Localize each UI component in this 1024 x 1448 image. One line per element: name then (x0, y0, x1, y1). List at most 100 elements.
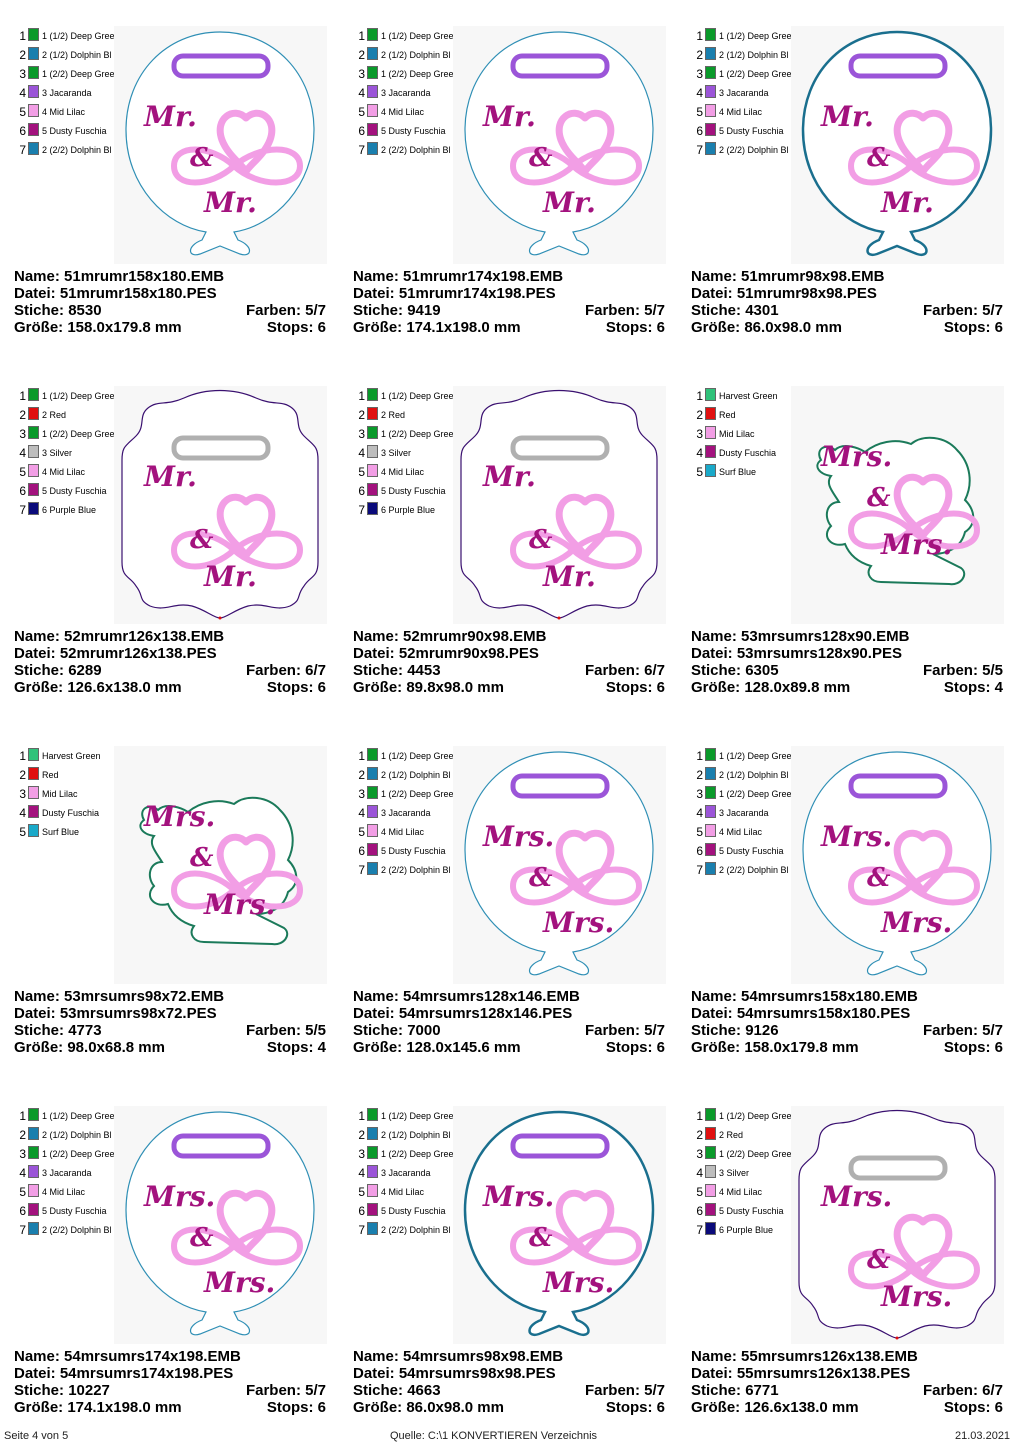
color-swatch (367, 767, 378, 780)
info-stops: 4 (317, 1039, 326, 1056)
info-line: Stiche: 8530 Farben: 5/7 (14, 302, 326, 319)
color-swatch (705, 1222, 716, 1235)
color-thread-name: Dusty Fuschia (719, 448, 777, 458)
color-legend: 1 1 (1/2) Deep Gree 2 2 (1/2) Dolphin Bl 3 1 … (695, 28, 805, 161)
info-label: Stiche: (353, 1382, 408, 1399)
info-label: Farben: (584, 1022, 645, 1039)
design-info: Name: 51mrumr174x198.EMB Datei: 51mrumr17… (353, 268, 665, 336)
design-ampersand: & (867, 483, 891, 513)
color-swatch (367, 1165, 378, 1178)
info-colors-group: Farben: 5/7 (585, 302, 665, 319)
info-line: Stiche: 4453 Farben: 6/7 (353, 662, 665, 679)
color-swatch (705, 1127, 716, 1140)
heart-shape (555, 1189, 615, 1256)
hanging-tab (848, 53, 948, 79)
info-colors-group: Farben: 5/7 (923, 302, 1003, 319)
color-swatch (705, 1146, 716, 1159)
color-legend-item: 7 2 (2/2) Dolphin Bl (18, 142, 128, 161)
design-text-bottom: Mr. (880, 186, 934, 219)
info-line: Stiche: 6771 Farben: 6/7 (691, 1382, 1003, 1399)
infinity-shape (509, 1226, 643, 1266)
color-index: 2 (19, 48, 26, 62)
color-legend: 1 1 (1/2) Deep Gree 2 2 (1/2) Dolphin Bl 3 1 … (357, 1108, 467, 1241)
color-legend-item: 5 4 Mid Lilac (18, 464, 128, 483)
color-legend-item: 3 1 (2/2) Deep Gree (695, 66, 805, 85)
design-text-top: Mrs. (482, 1180, 554, 1213)
color-legend-item: 7 2 (2/2) Dolphin Bl (357, 862, 467, 881)
info-stitches: 8530 (68, 302, 102, 319)
color-index: 7 (696, 863, 703, 877)
color-thread-name: 1 (2/2) Deep Gree (42, 429, 115, 439)
color-thread-name: 1 (2/2) Deep Gree (719, 69, 792, 79)
design-info: Name: 54mrsumrs98x98.EMB Datei: 54mrsumrs… (353, 1348, 665, 1416)
color-legend-item: 1 1 (1/2) Deep Gree (18, 28, 128, 47)
embroidery-preview-svg: Mr. & Mr. (801, 30, 993, 257)
design-card: 1 1 (1/2) Deep Gree 2 2 (1/2) Dolphin Bl 3 1 … (691, 26, 1011, 366)
color-index: 6 (696, 124, 703, 138)
color-legend-item: 3 1 (2/2) Deep Gree (695, 1146, 805, 1165)
info-line: Name: 51mrumr98x98.EMB (691, 268, 1003, 285)
design-preview: Mrs. & Mrs. (453, 1106, 666, 1344)
design-info: Name: 53mrsumrs128x90.EMB Datei: 53mrsumr… (691, 628, 1003, 696)
color-legend-item: 1 1 (1/2) Deep Gree (357, 388, 467, 407)
info-line: Größe: 89.8x98.0 mm Stops: 6 (353, 679, 665, 696)
color-thread-name: 3 Silver (381, 448, 412, 458)
design-ampersand: & (867, 863, 891, 893)
color-index: 1 (19, 749, 26, 763)
design-ampersand: & (867, 143, 891, 173)
color-thread-name: 2 Red (719, 1130, 744, 1140)
design-text-bottom: Mrs. (880, 906, 952, 939)
color-legend-item: 7 2 (2/2) Dolphin Bl (18, 1222, 128, 1241)
info-label: Größe: (691, 1039, 745, 1056)
color-legend-item: 4 3 Jacaranda (18, 85, 128, 104)
color-index: 6 (696, 1204, 703, 1218)
color-index: 4 (358, 446, 365, 460)
info-size: 89.8x98.0 mm (406, 679, 504, 696)
design-preview: Mr. & Mr. (453, 26, 666, 264)
info-stops: 6 (317, 679, 326, 696)
embroidery-preview-svg: Mrs. & Mrs. (125, 1111, 315, 1336)
info-colors: 5/7 (644, 1382, 665, 1399)
info-line: Stiche: 9126 Farben: 5/7 (691, 1022, 1003, 1039)
color-thread-name: Surf Blue (42, 827, 80, 837)
info-label: Datei: (691, 645, 737, 662)
infinity-shape (170, 146, 304, 186)
color-index: 7 (358, 143, 365, 157)
color-thread-name: 6 Purple Blue (42, 505, 97, 515)
design-preview: Mr. & Mr. (791, 26, 1004, 264)
color-legend-item: 1 1 (1/2) Deep Gree (18, 388, 128, 407)
info-label: Farben: (922, 662, 983, 679)
embroidery-preview-svg: Mrs. & Mrs. (802, 751, 992, 976)
color-swatch (28, 786, 39, 799)
info-label: Stops: (943, 1039, 995, 1056)
info-colors-group: Farben: 5/7 (246, 302, 326, 319)
info-line: Größe: 98.0x68.8 mm Stops: 4 (14, 1039, 326, 1056)
design-text-top: Mr. (820, 100, 874, 133)
color-index: 4 (358, 1166, 365, 1180)
color-swatch (705, 1165, 716, 1178)
info-label: Farben: (922, 1382, 983, 1399)
color-index: 1 (19, 389, 26, 403)
color-thread-name: 3 Jacaranda (381, 808, 431, 818)
design-card: 1 1 (1/2) Deep Gree 2 2 Red 3 1 (2/2) Deep Gr… (353, 386, 673, 726)
color-thread-name: 5 Dusty Fuschia (719, 126, 784, 136)
color-thread-name: 2 (1/2) Dolphin Bl (42, 50, 112, 60)
info-name: 54mrsumrs158x180.EMB (741, 988, 918, 1005)
color-index: 6 (358, 1204, 365, 1218)
heart-infinity-motif (509, 829, 643, 906)
design-info: Name: 52mrumr90x98.EMB Datei: 52mrumr90x9… (353, 628, 665, 696)
color-index: 5 (696, 825, 703, 839)
color-thread-name: 2 (1/2) Dolphin Bl (719, 50, 789, 60)
info-label: Größe: (353, 319, 407, 336)
color-swatch (28, 426, 39, 439)
color-legend-item: 2 2 Red (695, 1127, 805, 1146)
color-swatch (28, 502, 39, 515)
info-label: Datei: (14, 645, 60, 662)
color-swatch (367, 1127, 378, 1140)
hanging-tab (510, 435, 610, 461)
hanging-tab (171, 53, 271, 79)
color-thread-name: 2 (2/2) Dolphin Bl (42, 1225, 112, 1235)
info-label: Größe: (14, 679, 68, 696)
info-colors: 5/5 (305, 1022, 326, 1039)
info-name: 52mrumr90x98.EMB (403, 628, 547, 645)
